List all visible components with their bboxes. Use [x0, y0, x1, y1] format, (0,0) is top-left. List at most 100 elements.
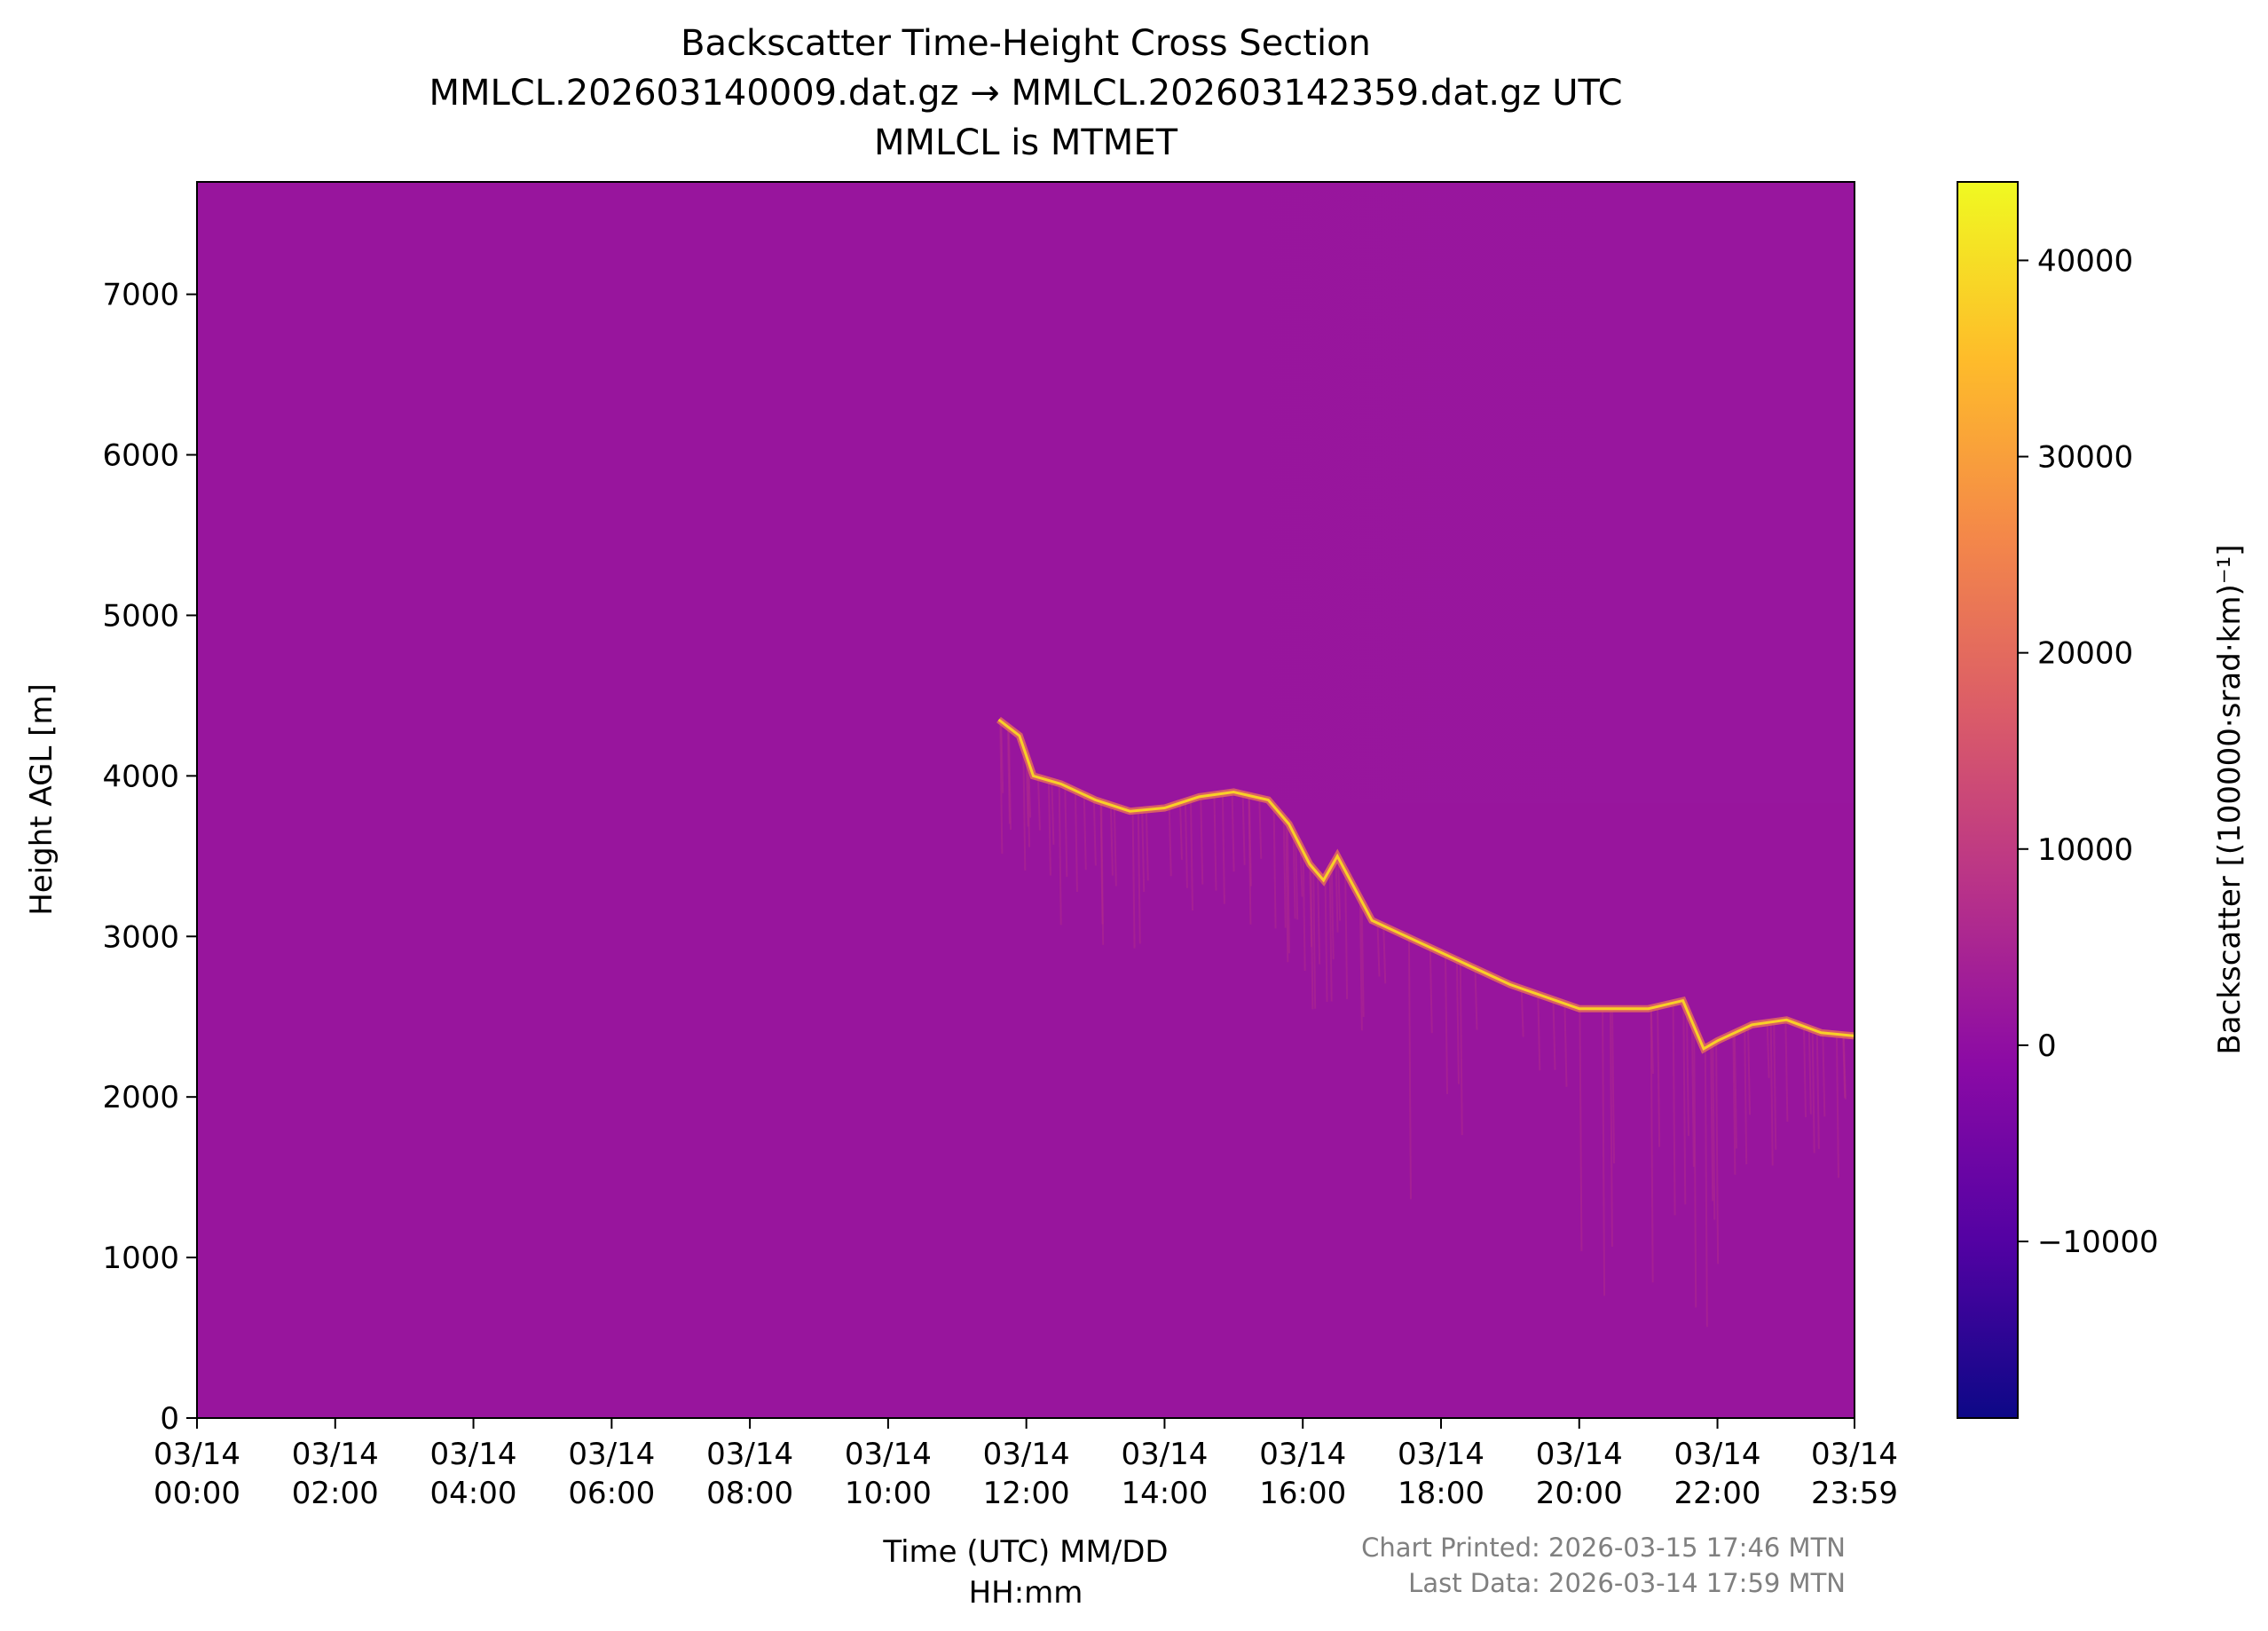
precip-streak [1309, 863, 1313, 948]
precip-streak [1842, 1035, 1847, 1099]
upper-noise-region [197, 182, 1855, 803]
precip-streak [1282, 817, 1287, 928]
precip-streak [1025, 755, 1029, 827]
precip-streak [1704, 1047, 1708, 1328]
y-tick-label: 2000 [102, 1080, 179, 1115]
precip-streak [1520, 988, 1524, 1037]
x-tick-date: 03/14 [1536, 1437, 1623, 1472]
precip-streak [1802, 1026, 1807, 1118]
x-axis: 03/14 00:00 03/14 02:00 03/14 04:00 03/14 06:00… [154, 1418, 1898, 1511]
precip-streak [1822, 1032, 1826, 1117]
precip-streak [1258, 798, 1263, 859]
precip-streak [1537, 994, 1541, 1071]
precip-streak [1842, 1035, 1847, 1099]
precip-streak [1064, 785, 1068, 878]
colorbar-tick-label: 30000 [2037, 440, 2133, 476]
precip-streak [1650, 1007, 1654, 1075]
precip-streak [1292, 832, 1296, 919]
precip-streak [1811, 1029, 1815, 1154]
colorbar-tick-label: 0 [2037, 1028, 2057, 1064]
precip-streak [1248, 795, 1252, 925]
precip-streak [1747, 1026, 1752, 1115]
precip-streak [1100, 801, 1105, 945]
precip-streak [1241, 793, 1246, 865]
x-tick-time: 10:00 [845, 1476, 932, 1511]
precip-streak [1358, 898, 1363, 1031]
precip-streak [1221, 793, 1225, 904]
precip-streak [1310, 865, 1314, 1010]
title-line-1: Backscatter Time-Height Cross Section [681, 23, 1371, 64]
precip-streak [1074, 790, 1078, 893]
precip-streak [1650, 1007, 1654, 1283]
precip-streak [1092, 799, 1097, 866]
colorbar-tick-label: 40000 [2037, 243, 2133, 279]
x-tick-time: 22:00 [1674, 1476, 1761, 1511]
precip-streak [1657, 1006, 1661, 1147]
precip-streak [1006, 727, 1011, 824]
precip-streak [1710, 1044, 1714, 1202]
x-tick-time: 06:00 [568, 1476, 655, 1511]
precip-streak [1459, 961, 1463, 1136]
precip-streak [1295, 837, 1299, 920]
x-tick-time: 18:00 [1398, 1476, 1484, 1511]
x-tick-time: 12:00 [983, 1476, 1070, 1511]
x-tick-date: 03/14 [845, 1437, 932, 1472]
x-tick-time: 23:59 [1811, 1476, 1898, 1511]
precip-streak [1784, 1020, 1789, 1123]
precip-streak [1337, 857, 1342, 921]
precip-streak [1083, 794, 1087, 871]
y-tick-label: 3000 [102, 919, 179, 955]
precip-streak [1272, 806, 1277, 929]
precip-streak [1835, 1034, 1839, 1178]
plot-area [197, 182, 1855, 1418]
precip-streak [1330, 865, 1335, 960]
x-tick-date: 03/14 [706, 1437, 793, 1472]
precip-streak [1766, 1022, 1770, 1078]
precip-streak [1682, 1002, 1687, 1205]
x-tick-time: 16:00 [1259, 1476, 1346, 1511]
colorbar-tick-label: 20000 [2037, 636, 2133, 672]
y-tick-label: 7000 [102, 278, 179, 313]
x-axis-label-line-2: HH:mm [969, 1575, 1083, 1611]
x-tick-date: 03/14 [568, 1437, 655, 1472]
x-tick-date: 03/14 [1674, 1437, 1761, 1472]
x-tick-date: 03/14 [430, 1437, 517, 1472]
precip-streak [1022, 746, 1027, 871]
precip-streak [1058, 783, 1062, 926]
precip-streak [1579, 1008, 1583, 1251]
precip-streak [1360, 901, 1365, 1018]
x-tick-date: 03/14 [983, 1437, 1070, 1472]
precip-streak [1455, 959, 1460, 1084]
precip-streak [1137, 810, 1141, 944]
precip-streak [1213, 794, 1217, 891]
precip-streak [1444, 954, 1448, 1094]
precip-streak [1815, 1031, 1820, 1149]
precip-streak [1769, 1021, 1774, 1166]
y-tick-label: 0 [160, 1401, 179, 1437]
precip-streak [1474, 968, 1478, 1030]
y-tick-label: 5000 [102, 598, 179, 634]
colorbar-gradient [1957, 181, 2019, 1419]
colorbar: −10000 0 10000 20000 30000 40000 [1957, 181, 2159, 1419]
precip-streak [1007, 727, 1012, 831]
precip-streak [1807, 1028, 1812, 1115]
precip-streak [1051, 781, 1055, 845]
title-line-3: MMLCL is MTMET [874, 122, 1178, 163]
precip-streak [1178, 802, 1183, 860]
precip-streak [1715, 1041, 1720, 1265]
precip-streak [1113, 806, 1117, 886]
y-axis-label: Height AGL [m] [24, 683, 59, 916]
precip-streak [1690, 1021, 1695, 1167]
cloud-base-core [997, 718, 1855, 1052]
precip-streak [1299, 846, 1303, 897]
precip-streak [1189, 799, 1193, 911]
colorbar-label: Backscatter [(100000·srad·km)⁻¹] [2212, 544, 2248, 1054]
precip-streak [1286, 822, 1290, 954]
precip-streak [1047, 780, 1051, 876]
precip-streak [1248, 795, 1252, 886]
chart-title: Backscatter Time-Height Cross Section MM… [429, 23, 1622, 163]
precip-streak [1609, 1008, 1613, 1247]
x-tick-date: 03/14 [292, 1437, 379, 1472]
last-data-note: Last Data: 2026-03-14 17:59 MTN [1408, 1568, 1846, 1598]
